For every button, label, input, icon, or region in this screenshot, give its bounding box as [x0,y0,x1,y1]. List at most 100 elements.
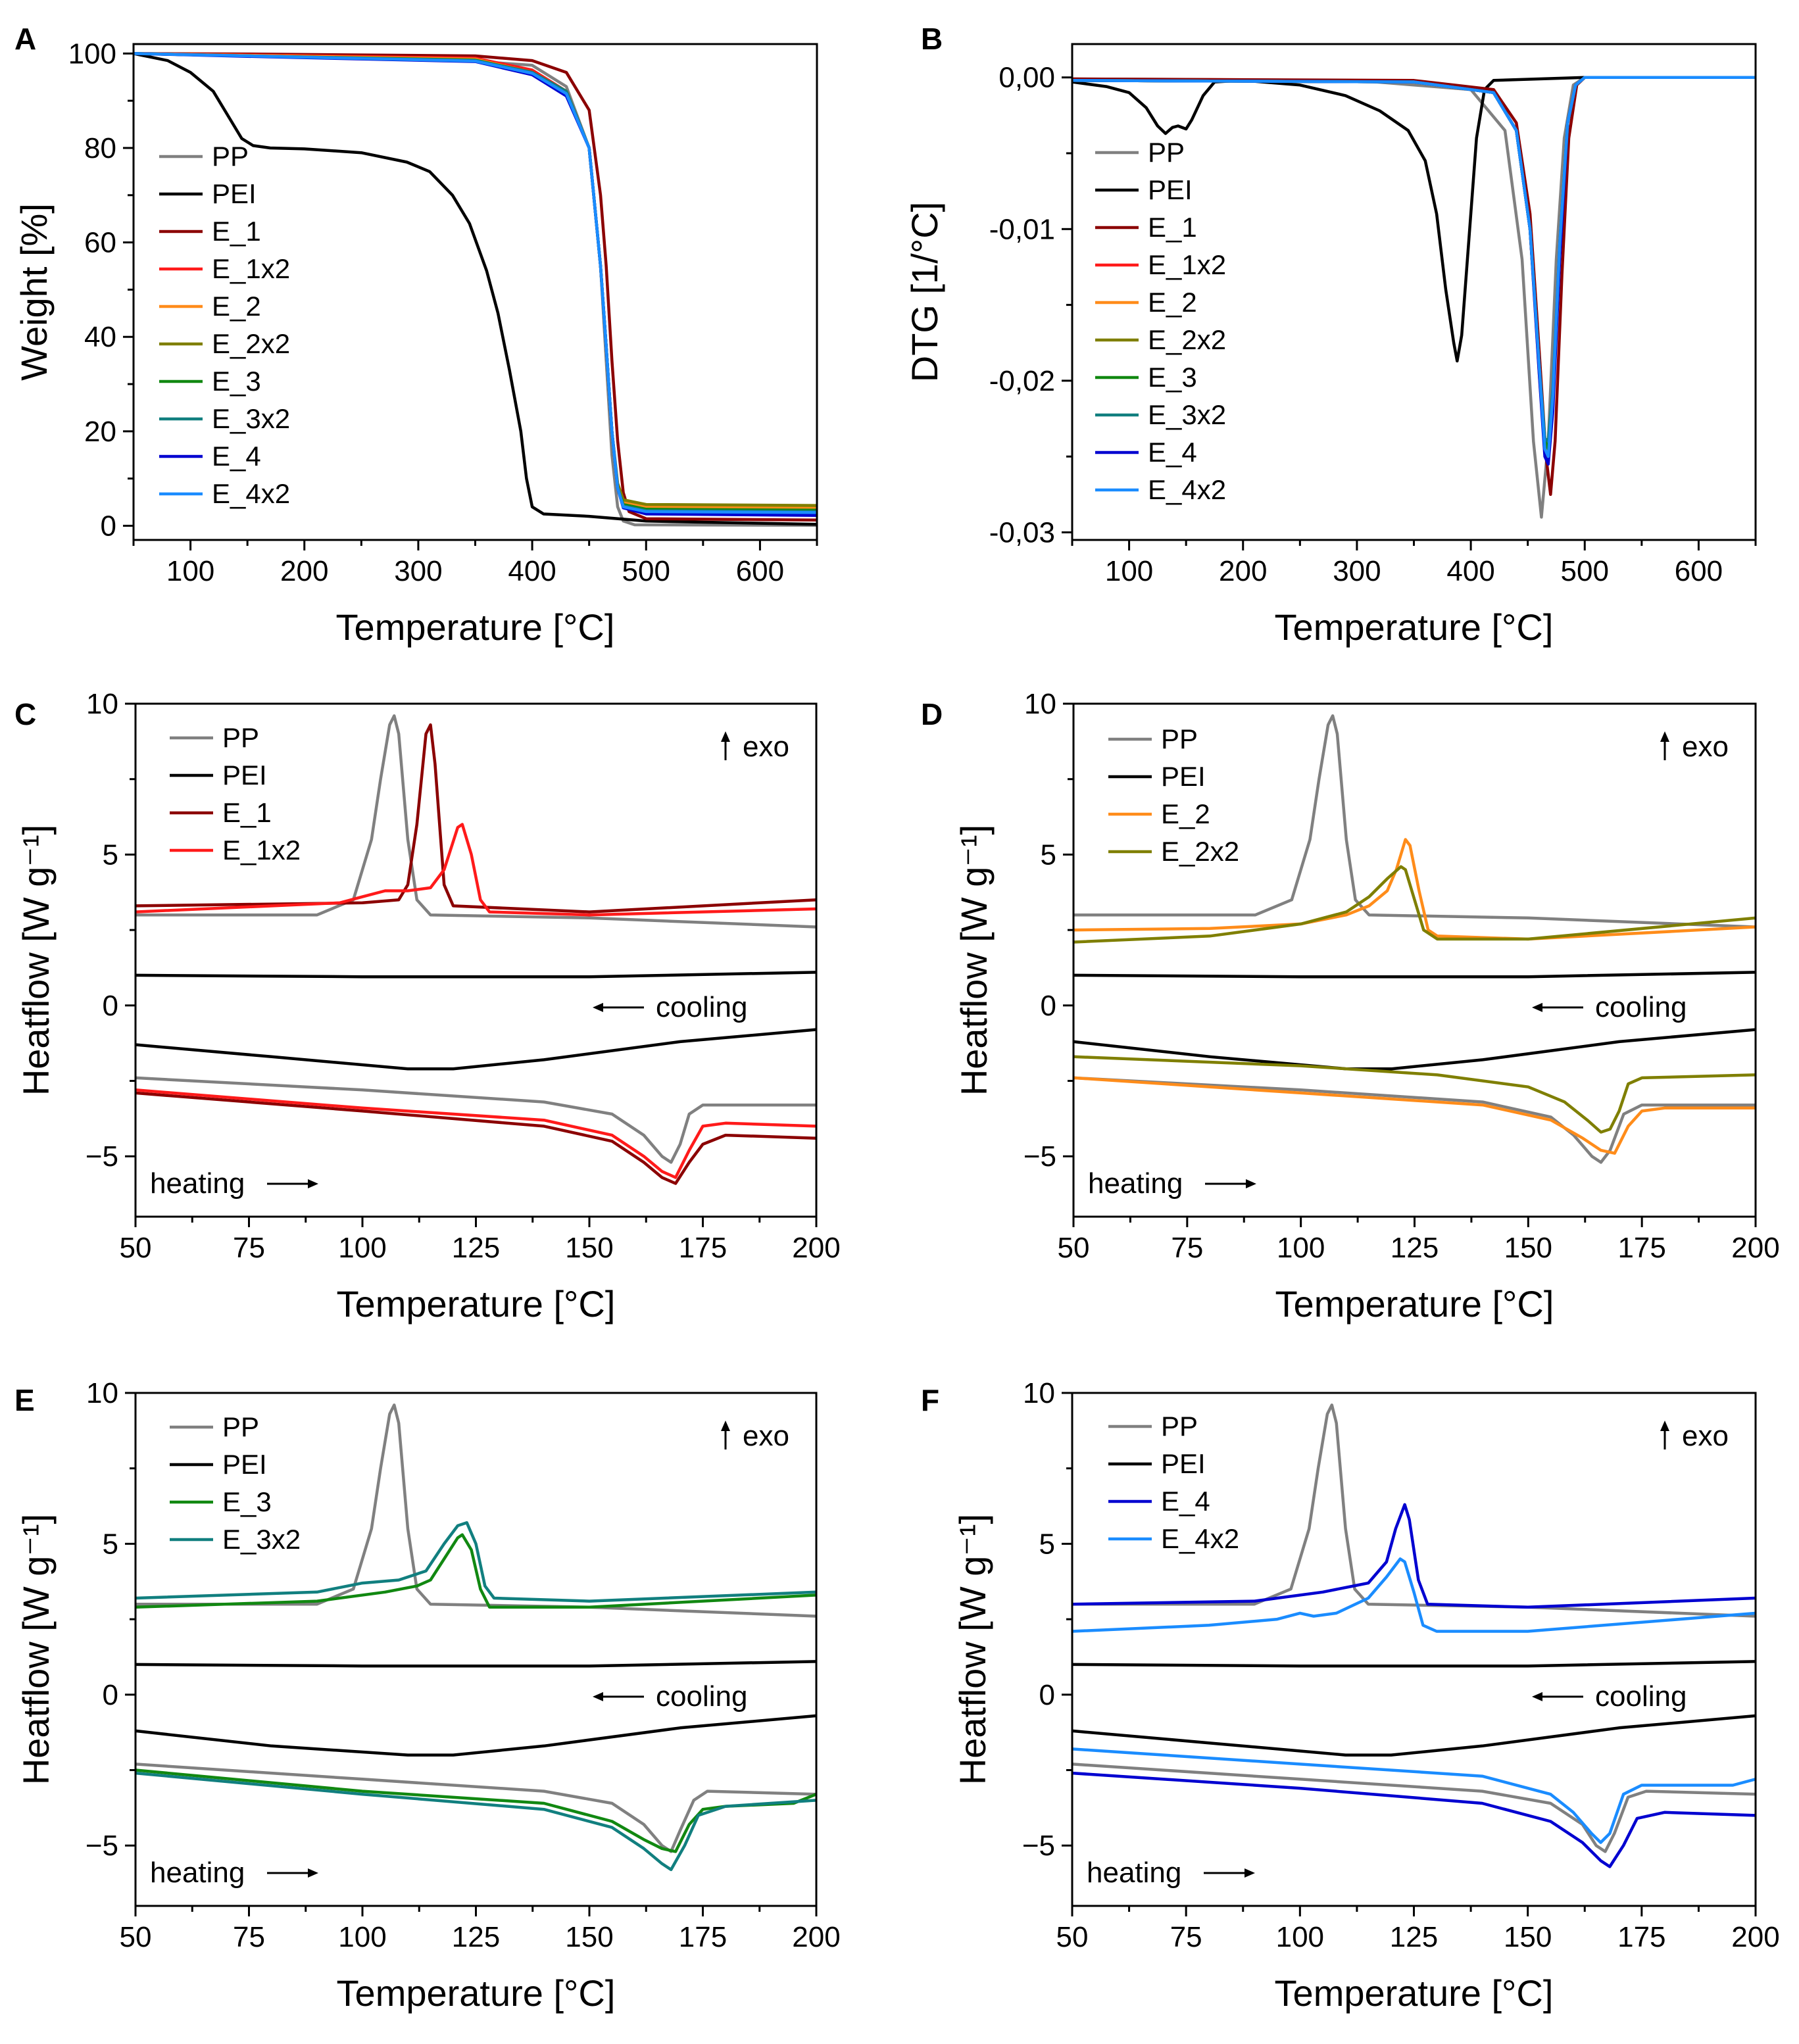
series-line-e-1x2 [136,1088,816,1179]
series-line-pp [1072,1403,1756,1618]
x-tick-label: 100 [1276,1921,1324,1953]
legend-label: E_2 [1148,287,1197,318]
y-tick-label: 5 [103,1528,118,1560]
series-group [1072,1403,1756,1868]
series-line-pp [136,1763,816,1853]
exo-label: exo [1682,1420,1729,1452]
x-tick-label: 100 [166,555,214,587]
y-tick-label: -0,02 [989,365,1055,397]
x-tick-label: 175 [1617,1232,1665,1264]
exo-label: exo [743,731,789,763]
legend-label: PP [1161,1411,1198,1442]
legend-label: E_4x2 [1161,1523,1239,1554]
legend-label: E_2x2 [212,328,290,359]
y-tick-label: 60 [84,227,116,259]
x-tick-label: 175 [679,1232,727,1264]
series-group [134,52,817,527]
y-axis-title: DTG [1/°C] [904,202,945,382]
x-tick-label: 50 [1058,1232,1090,1264]
y-tick-label: 0 [103,990,118,1022]
panel-letter: D [921,697,943,731]
y-tick-label: 0 [1039,1679,1055,1711]
heating-label: heating [150,1857,245,1889]
x-tick-label: 500 [1561,555,1609,587]
y-tick-label: 0 [103,1679,118,1711]
chart-panel-d: D 50 75 100 125 150 175 200 −5 0 5 10 Temperature [°… [921,688,1780,1325]
series-line-pei [136,1028,816,1071]
legend-label: E_4x2 [212,478,290,509]
x-tick-label: 175 [679,1921,727,1953]
series-group [136,1403,816,1872]
legend-label: E_2 [1161,798,1210,829]
x-tick-label: 200 [1731,1232,1779,1264]
y-axis-title: Heatflow [W g⁻¹] [15,825,57,1096]
x-tick-label: 175 [1617,1921,1665,1953]
panel-letter: A [14,22,36,56]
y-tick-label: 10 [1023,1377,1055,1409]
legend-label: E_4x2 [1148,474,1226,505]
legend-label: E_1 [1148,212,1197,243]
exo-arrow-head [1660,1421,1669,1431]
series-line-pei [136,971,816,979]
series-line-e-1x2 [136,823,816,917]
series-line-pei [1072,1714,1756,1757]
legend-label: E_1 [222,797,272,828]
x-tick-label: 50 [120,1921,152,1953]
heating-arrow-head [308,1868,318,1878]
y-tick-label: −5 [1023,1140,1056,1173]
cooling-arrow-head [593,1691,603,1701]
x-tick-label: 125 [452,1232,500,1264]
y-axis-title: Heatflow [W g⁻¹] [952,1514,993,1785]
heating-label: heating [1088,1167,1183,1200]
exo-label: exo [743,1420,789,1452]
cooling-label: cooling [656,991,747,1023]
y-tick-label: 100 [68,37,116,70]
y-tick-label: 10 [1024,688,1056,720]
legend: PP PEI E_2 E_2x2 [1108,723,1239,867]
panel-letter: C [14,697,36,731]
panel-letter: E [14,1383,35,1417]
series-line-e-4x2 [134,52,817,514]
legend-label: E_1 [212,216,261,247]
x-tick-label: 100 [338,1921,386,1953]
annotations: exo cooling heating [1088,731,1729,1200]
annotations: exo cooling heating [150,731,789,1200]
legend-label: E_2x2 [1148,324,1226,355]
x-tick-label: 200 [792,1232,840,1264]
annotations: exo cooling heating [1087,1420,1729,1889]
exo-label: exo [1682,731,1729,763]
cooling-arrow-head [1532,1691,1542,1701]
heating-arrow-head [308,1179,318,1188]
chart-panel-b: B 100 200 300 400 500 600 0,00 -0,01 -0,02 -0,03 Te… [904,22,1757,648]
series-line-e-4 [1072,1503,1756,1609]
legend-label: PEI [222,760,267,791]
chart-panel-c: C 50 75 100 125 150 175 200 −5 0 5 10 Temperature [°… [14,688,841,1325]
series-line-e-1 [1072,76,1756,497]
x-axis-title: Temperature [°C] [1275,1283,1554,1325]
x-tick-label: 100 [1105,555,1153,587]
x-tick-label: 75 [1170,1921,1202,1953]
legend-label: E_3x2 [1148,399,1226,430]
series-line-e-3 [136,1533,816,1609]
legend-label: PP [222,722,259,753]
x-tick-label: 125 [1390,1921,1438,1953]
legend-label: E_1x2 [222,835,301,865]
legend-label: PP [1148,137,1185,168]
legend-label: PEI [1161,761,1206,792]
legend: PP PEI E_3 E_3x2 [170,1411,301,1555]
heating-arrow-head [1245,1868,1255,1878]
x-tick-label: 75 [1171,1232,1203,1264]
x-tick-label: 75 [233,1921,265,1953]
x-tick-label: 200 [792,1921,840,1953]
x-tick-label: 150 [565,1232,613,1264]
legend-label: E_2 [212,291,261,322]
series-group [136,714,816,1185]
y-axis-title: Heatflow [W g⁻¹] [953,825,995,1096]
series-line-e-1 [136,1091,816,1185]
x-tick-label: 50 [120,1232,152,1264]
legend-label: E_3x2 [212,403,290,434]
series-line-e-4x2 [1072,1747,1756,1844]
series-line-e-2x2 [1073,1055,1756,1134]
x-axis-title: Temperature [°C] [1275,606,1554,648]
x-tick-label: 100 [1277,1232,1325,1264]
